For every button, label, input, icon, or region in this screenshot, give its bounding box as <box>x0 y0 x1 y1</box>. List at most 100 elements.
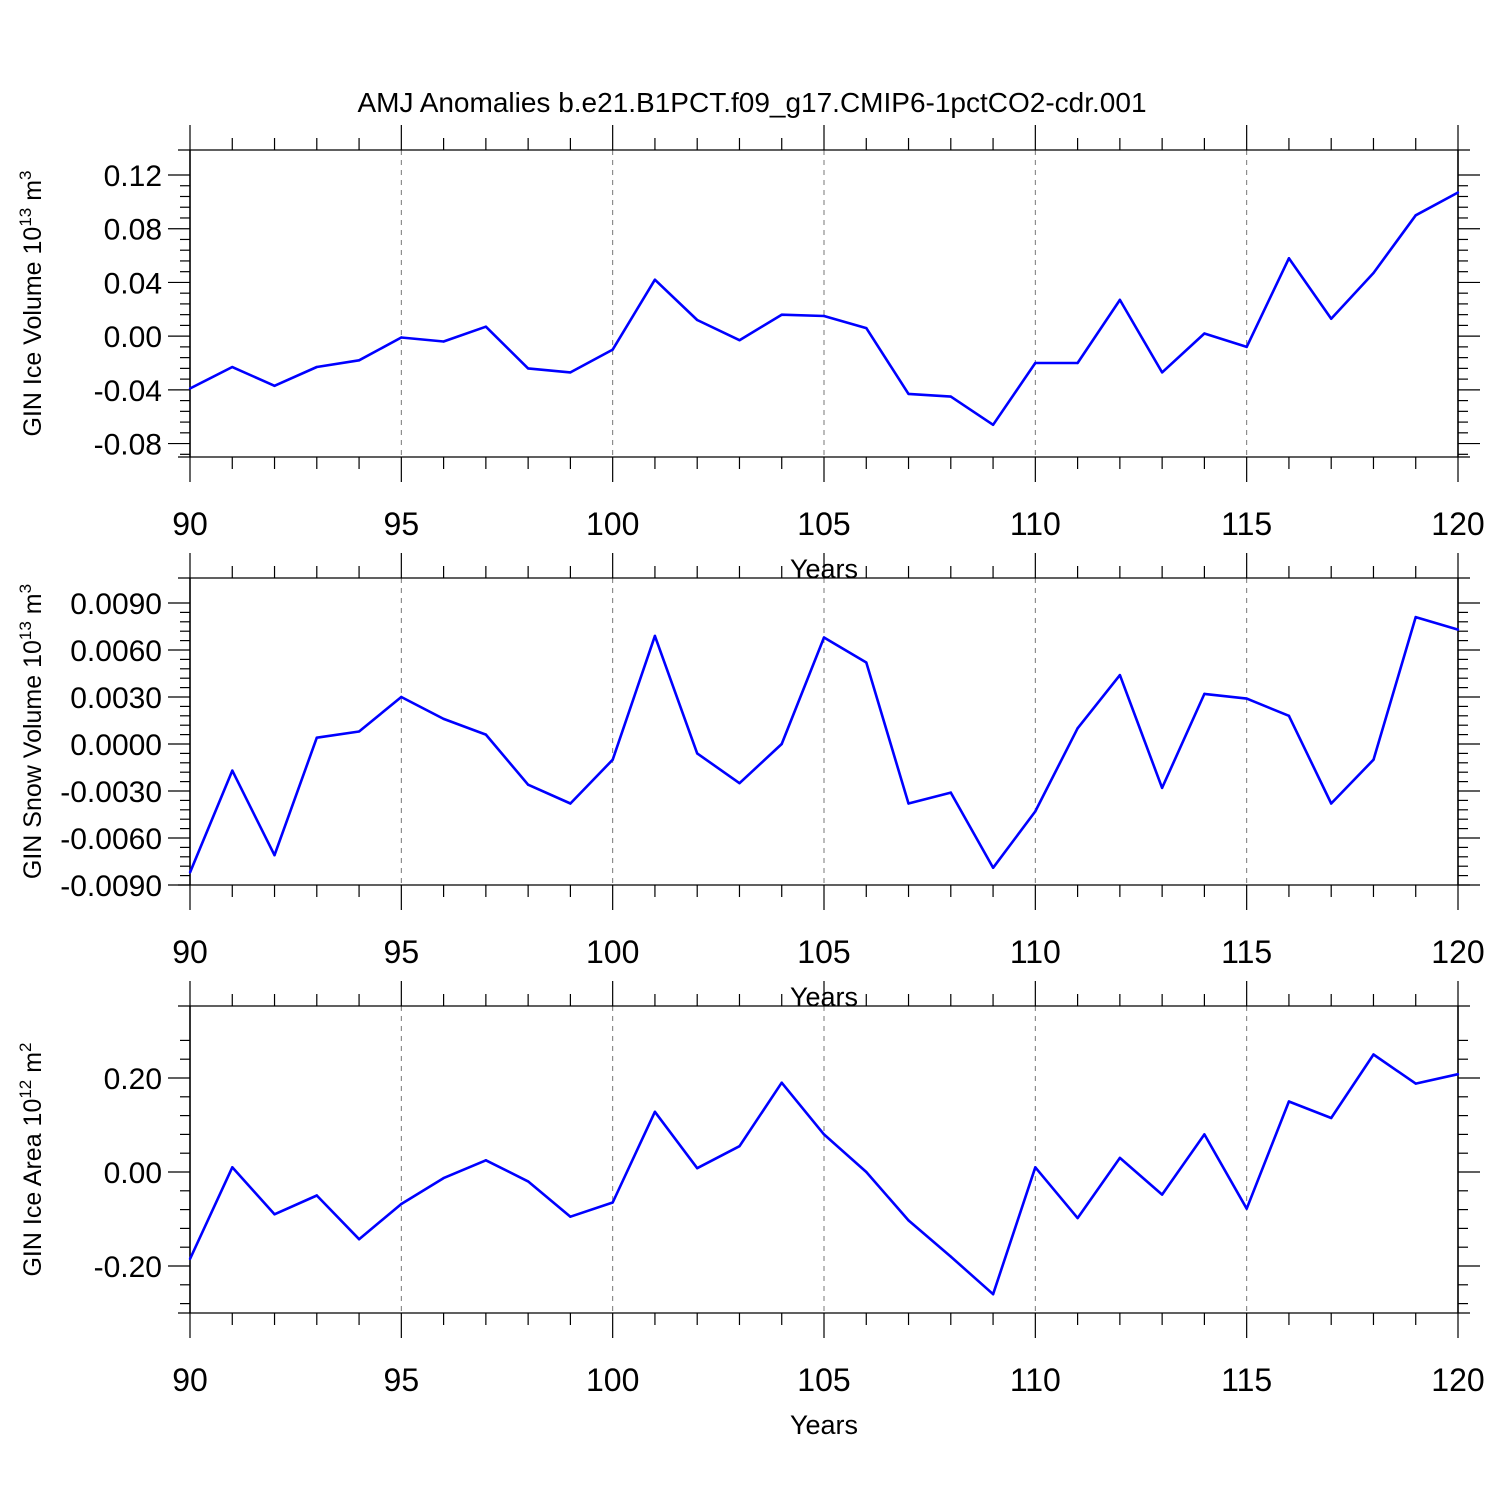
y-label-unit-exponent: 3 <box>16 584 35 593</box>
data-point <box>1456 191 1460 194</box>
data-point <box>315 1194 318 1197</box>
x-tick-label: 115 <box>1221 506 1272 542</box>
data-point <box>822 1133 826 1136</box>
y-tick-label: 0.08 <box>104 214 162 247</box>
y-tick-label: 0.00 <box>104 1157 162 1190</box>
x-tick-label: 90 <box>172 1362 208 1398</box>
data-point <box>611 1201 614 1204</box>
y-label-text: GIN Ice Volume 10 <box>19 227 47 437</box>
y-tick-label: -0.20 <box>94 1251 162 1284</box>
panel-1: -0.08 -0.04 0.00 0.04 0.08 0.12 90 95 100 105 110 1… <box>16 125 1485 584</box>
data-point <box>1203 1133 1206 1136</box>
y-label-text: GIN Snow Volume 10 <box>19 640 47 879</box>
x-tick-label: 120 <box>1431 1362 1484 1398</box>
data-point <box>1118 673 1122 677</box>
x-tick-label: 115 <box>1221 934 1272 970</box>
data-point <box>569 1215 572 1218</box>
x-tick-label: 105 <box>797 1362 850 1398</box>
data-point <box>357 730 361 733</box>
data-point <box>357 359 361 362</box>
data-point <box>400 336 403 339</box>
x-tick-label: 120 <box>1431 506 1484 542</box>
data-point <box>1372 1053 1375 1056</box>
data-point <box>1160 371 1164 374</box>
data-point <box>738 1144 741 1148</box>
data-point <box>949 791 952 794</box>
y-axis-label: GIN Ice Area 1012 m2 <box>16 1042 47 1276</box>
data-point <box>653 634 657 638</box>
data-point <box>1245 1207 1248 1210</box>
data-point <box>1287 1100 1291 1103</box>
y-tick-label: 0.0060 <box>70 635 162 668</box>
y-tick-label: 0.20 <box>104 1063 162 1096</box>
y-axis-label: GIN Ice Volume 1013 m3 <box>16 171 47 437</box>
data-point <box>991 1293 995 1296</box>
data-point <box>1203 692 1206 696</box>
data-point <box>949 395 952 398</box>
data-point <box>273 854 276 857</box>
series-line <box>188 615 1459 873</box>
data-point <box>273 384 276 388</box>
data-point <box>400 1202 403 1206</box>
data-point <box>357 1238 361 1241</box>
x-axis-label: Years <box>790 1410 858 1440</box>
x-tick-label: 95 <box>384 506 420 542</box>
data-point <box>1118 298 1122 302</box>
data-point <box>738 338 741 342</box>
y-tick-label: -0.04 <box>94 375 162 408</box>
x-tick-label: 90 <box>172 934 208 970</box>
data-point <box>1414 615 1417 619</box>
y-axis-label: GIN Snow Volume 1013 m3 <box>16 584 47 879</box>
data-point <box>696 1167 699 1170</box>
data-point <box>949 1255 952 1258</box>
y-label-unit-exponent: 3 <box>16 171 35 180</box>
data-point <box>188 1257 192 1261</box>
y-tick-label: -0.0030 <box>60 776 162 809</box>
data-point <box>315 736 318 739</box>
data-point <box>1076 727 1079 730</box>
y-tick-label: -0.08 <box>94 429 162 462</box>
data-point <box>653 1110 657 1114</box>
data-point <box>1372 758 1375 761</box>
data-point <box>780 1081 783 1084</box>
data-point <box>400 695 403 699</box>
data-point <box>442 1176 445 1180</box>
data-point <box>696 752 699 755</box>
data-point <box>738 781 741 785</box>
data-point <box>1160 786 1164 790</box>
y-tick-label: -0.0060 <box>60 823 162 856</box>
data-point <box>188 871 192 874</box>
x-tick-label: 105 <box>797 934 850 970</box>
data-point <box>273 1213 276 1216</box>
data-point <box>315 365 318 369</box>
data-point <box>907 1219 910 1222</box>
data-point <box>188 387 192 390</box>
y-label-unit: m <box>19 1052 47 1080</box>
data-point <box>1372 271 1375 275</box>
data-point <box>484 325 488 328</box>
x-tick-label: 105 <box>797 506 850 542</box>
data-point <box>611 758 614 761</box>
y-tick-label: 0.12 <box>104 160 162 193</box>
data-point <box>442 717 445 721</box>
data-point <box>865 1170 868 1174</box>
y-label-unit-exponent: 2 <box>16 1042 35 1051</box>
data-point <box>526 1180 530 1183</box>
data-point <box>484 1159 488 1162</box>
data-point <box>569 371 572 374</box>
data-point <box>907 802 910 805</box>
x-tick-label: 95 <box>384 1362 420 1398</box>
data-point <box>1076 361 1079 365</box>
x-tick-label: 110 <box>1010 934 1061 970</box>
data-point <box>1414 1082 1417 1085</box>
data-point <box>1330 317 1333 320</box>
data-point <box>1330 802 1333 805</box>
data-point <box>907 392 910 396</box>
x-tick-label: 90 <box>172 506 208 542</box>
y-tick-label: 0.0000 <box>70 729 162 762</box>
data-point <box>526 367 530 370</box>
data-point <box>484 733 488 736</box>
data-point <box>611 348 614 351</box>
x-tick-label: 110 <box>1010 1362 1061 1398</box>
